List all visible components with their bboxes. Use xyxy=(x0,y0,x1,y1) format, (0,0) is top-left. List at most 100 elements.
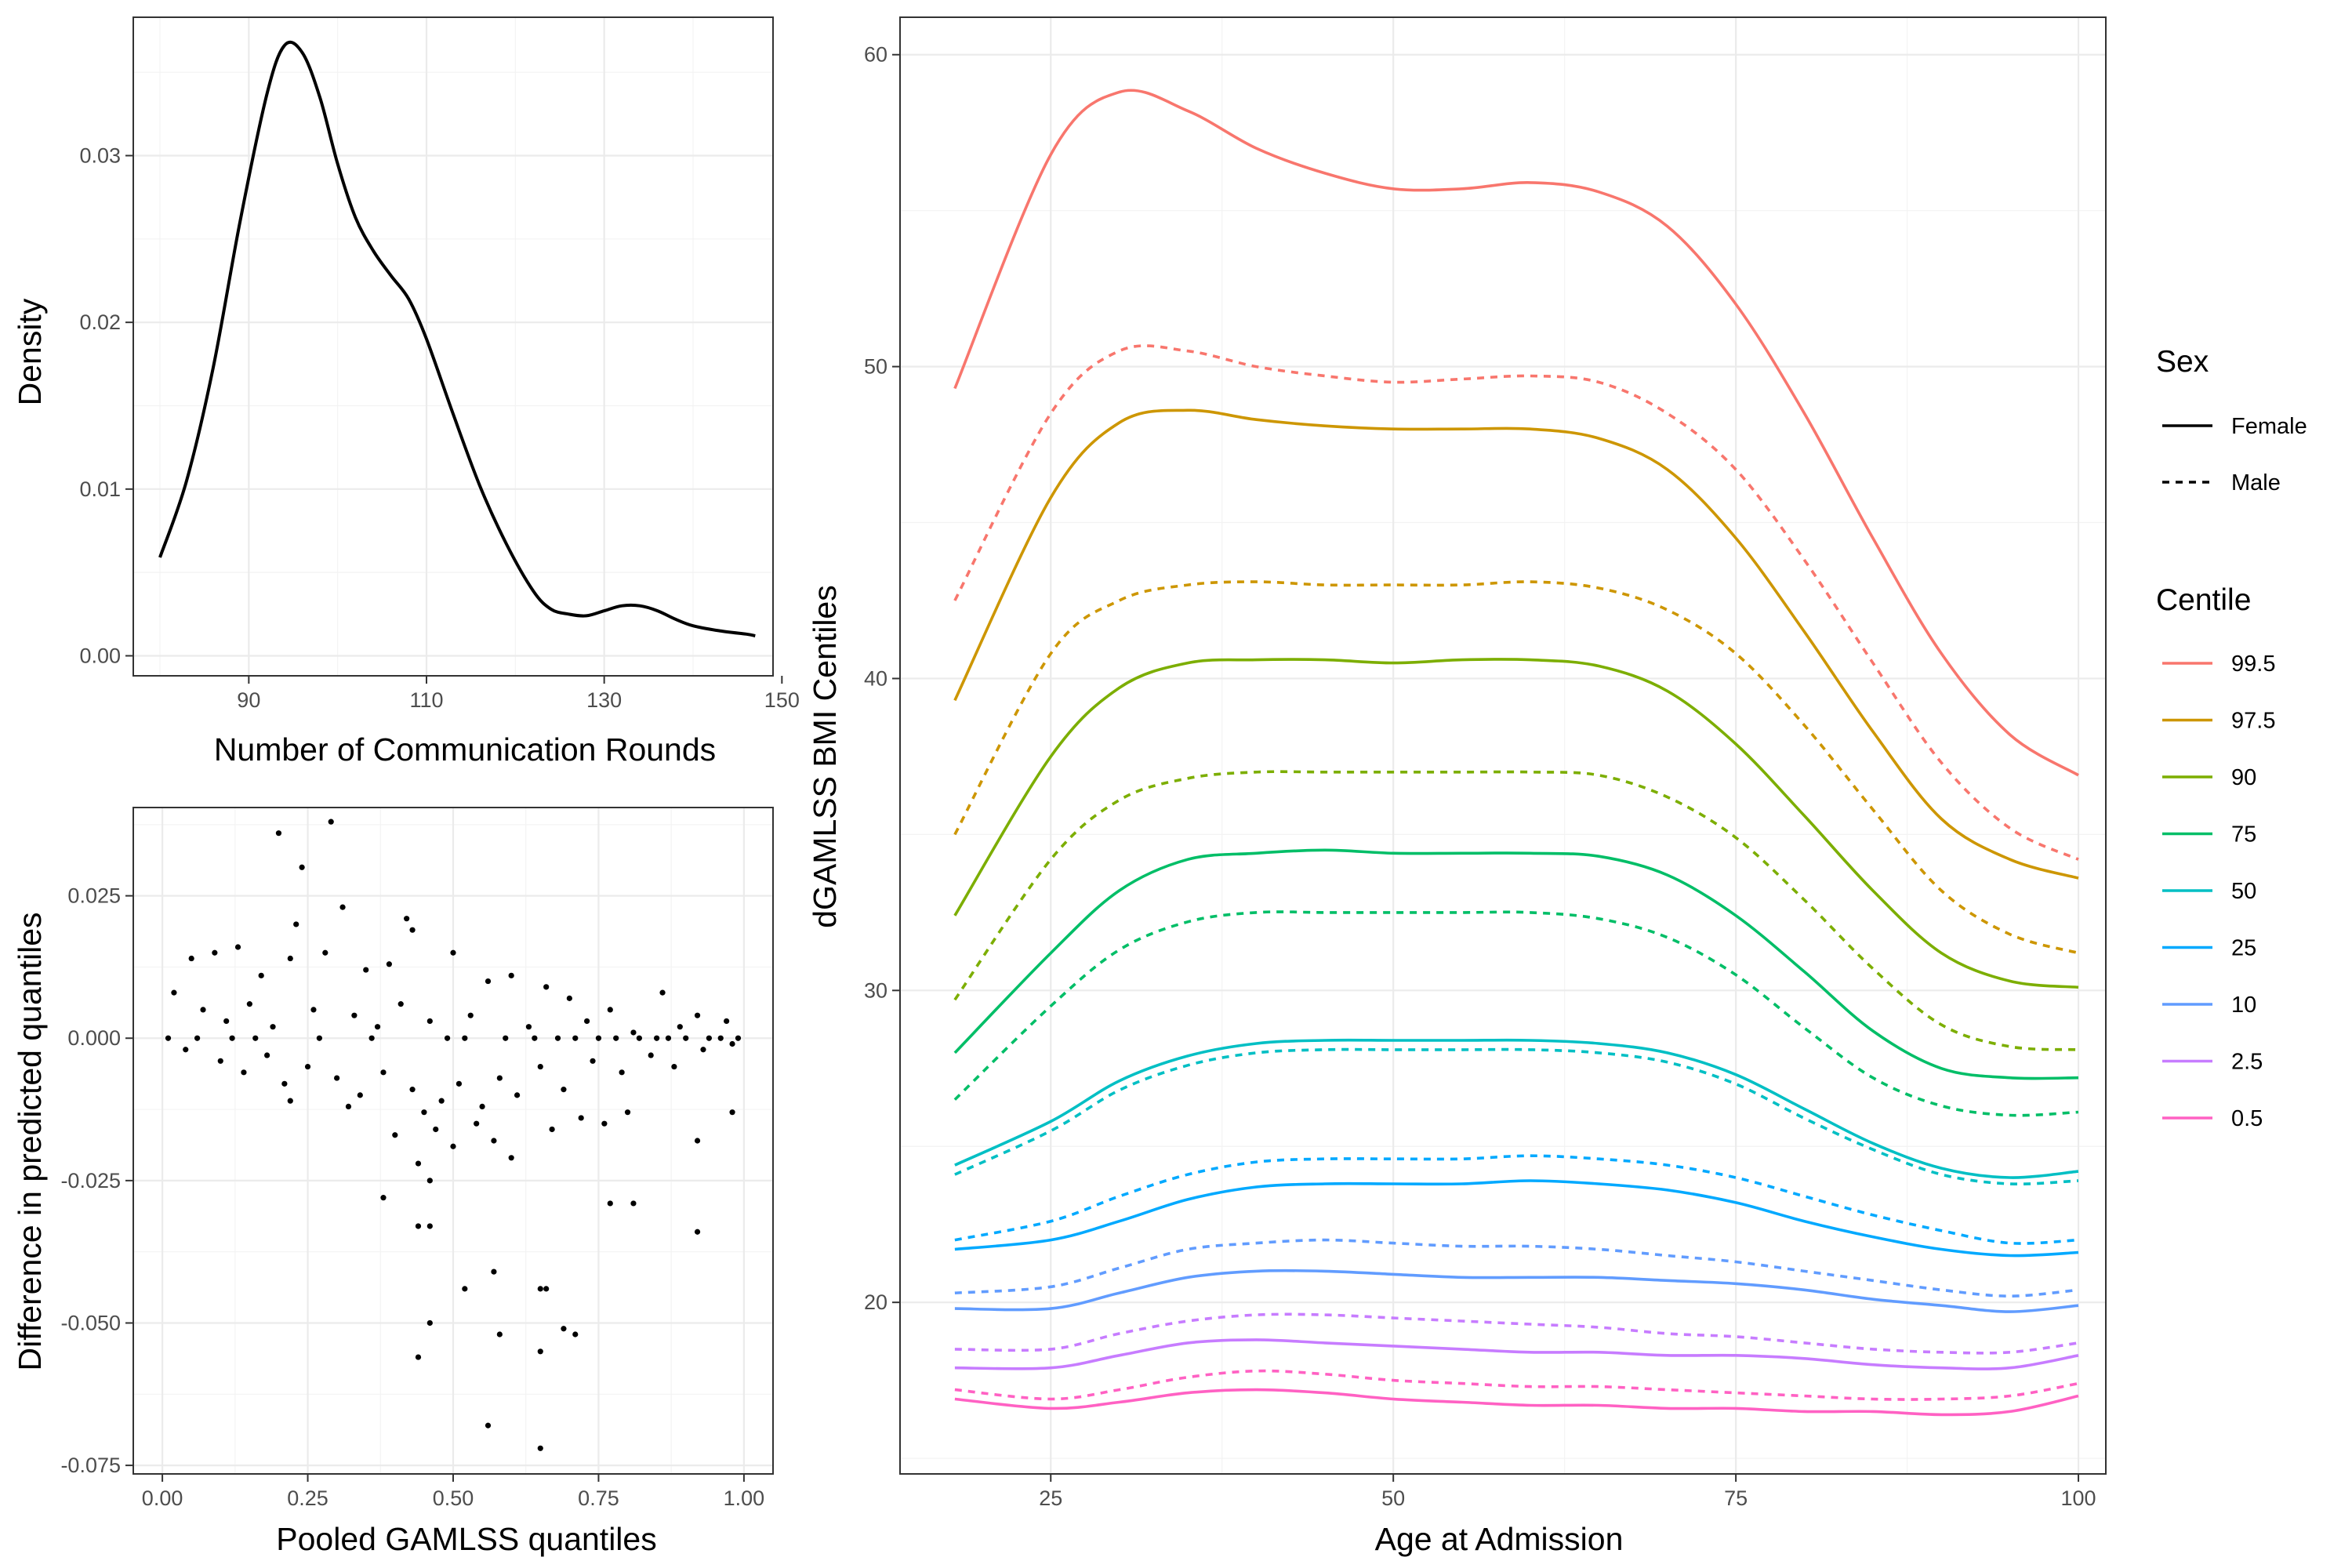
scatter-point xyxy=(438,1098,445,1104)
scatter-point xyxy=(264,1052,270,1058)
scatter-point xyxy=(525,1024,532,1030)
scatter-point xyxy=(444,1035,451,1041)
scatter-point xyxy=(462,1286,468,1292)
centile-line-90-female xyxy=(953,658,2079,989)
density-y-tick-label: 0.01 xyxy=(79,477,121,501)
scatter-point xyxy=(299,864,305,870)
scatter-y-tick-label: -0.050 xyxy=(60,1311,121,1334)
scatter-point xyxy=(491,1138,497,1144)
legend-centile-label: 25 xyxy=(2231,936,2256,961)
density-x-tick-label: 90 xyxy=(237,688,260,712)
scatter-point xyxy=(363,967,369,973)
density-gridlines xyxy=(133,17,773,676)
scatter-point xyxy=(561,1087,567,1093)
scatter-point xyxy=(404,916,410,922)
density-x-tick-label: 110 xyxy=(409,688,443,712)
legend-centile-label: 99.5 xyxy=(2231,652,2275,677)
scatter-point xyxy=(590,1058,596,1064)
centiles-y-tick-label: 60 xyxy=(864,43,887,67)
scatter-point xyxy=(595,1035,602,1041)
scatter-point xyxy=(229,1035,235,1041)
scatter-point xyxy=(654,1035,660,1041)
scatter-point xyxy=(491,1269,497,1275)
scatter-point xyxy=(496,1075,503,1081)
legend-sex-entries: Female Male xyxy=(2162,414,2307,495)
scatter-point xyxy=(648,1052,654,1058)
scatter-point xyxy=(397,1001,404,1007)
scatter-point xyxy=(392,1132,398,1138)
scatter-chart: 0.00 0.25 0.50 0.75 1.00 -0.075 -0.050 -0.025 0.… xyxy=(12,807,774,1557)
legend-centile-label: 10 xyxy=(2231,993,2256,1018)
centiles-y-tick-label: 40 xyxy=(864,666,887,690)
scatter-point xyxy=(188,955,194,962)
centile-line-10-male xyxy=(954,1238,2079,1298)
scatter-point xyxy=(636,1035,642,1041)
density-y-axis-title: Density xyxy=(12,298,48,405)
density-panel-border xyxy=(132,16,774,677)
scatter-point xyxy=(374,1024,381,1030)
scatter-point xyxy=(561,1326,567,1332)
density-axes: 90 110 130 150 0.00 0.01 0.02 0.03 xyxy=(79,144,799,712)
scatter-point xyxy=(409,927,416,933)
scatter-point xyxy=(450,949,456,956)
density-x-tick-label: 150 xyxy=(764,688,800,712)
scatter-point xyxy=(619,1069,625,1076)
scatter-point xyxy=(613,1035,619,1041)
scatter-point xyxy=(258,972,264,978)
scatter-point xyxy=(537,1445,543,1451)
scatter-point xyxy=(171,989,177,996)
scatter-point xyxy=(630,1200,637,1207)
centile-gridlines xyxy=(900,17,2106,1474)
scatter-point xyxy=(328,818,334,825)
scatter-point xyxy=(270,1024,276,1030)
scatter-point xyxy=(241,1069,247,1076)
scatter-point xyxy=(508,1155,514,1161)
scatter-point xyxy=(630,1029,637,1036)
scatter-point xyxy=(304,1063,311,1070)
scatter-point xyxy=(503,1035,509,1041)
scatter-point xyxy=(281,1080,288,1087)
scatter-point xyxy=(532,1035,538,1041)
scatter-point xyxy=(275,830,282,837)
scatter-point xyxy=(415,1354,422,1360)
scatter-point xyxy=(368,1035,375,1041)
scatter-point xyxy=(700,1047,706,1053)
scatter-point xyxy=(549,1126,555,1133)
centiles-y-tick-label: 30 xyxy=(864,978,887,1002)
centiles-y-tick-label: 20 xyxy=(864,1290,887,1314)
scatter-point xyxy=(339,904,346,910)
scatter-point xyxy=(537,1286,543,1292)
scatter-point xyxy=(671,1063,677,1070)
centile-line-2_5-male xyxy=(954,1312,2079,1355)
centile-line-50-female xyxy=(954,1038,2079,1179)
scatter-point xyxy=(322,949,328,956)
centile-chart: 25 50 75 100 20 30 40 50 60 Age at Admission dGA… xyxy=(807,16,2107,1557)
scatter-point xyxy=(415,1223,422,1229)
scatter-point xyxy=(433,1126,439,1133)
scatter-point xyxy=(212,949,218,956)
scatter-point xyxy=(537,1348,543,1355)
scatter-point xyxy=(694,1138,701,1144)
scatter-y-tick-label: 0.000 xyxy=(67,1026,121,1050)
centile-line-10-female xyxy=(954,1269,2079,1313)
scatter-point xyxy=(194,1035,201,1041)
scatter-point xyxy=(659,989,666,996)
legend-centile-entries: 99.5 97.5 90 75 50 25 10 2.5 0.5 xyxy=(2162,652,2275,1131)
scatter-point xyxy=(496,1331,503,1338)
centile-axes: 25 50 75 100 20 30 40 50 60 xyxy=(864,43,2096,1510)
centile-line-25-male xyxy=(954,1154,2079,1245)
scatter-point xyxy=(479,1103,485,1110)
scatter-x-tick-label: 1.00 xyxy=(724,1486,765,1510)
scatter-point xyxy=(421,1109,427,1116)
scatter-x-tick-label: 0.25 xyxy=(287,1486,328,1510)
centile-line-90-male xyxy=(953,770,2079,1051)
centile-line-0_5-male xyxy=(954,1369,2079,1401)
scatter-point xyxy=(252,1035,259,1041)
scatter-point xyxy=(474,1120,480,1127)
centile-line-25-female xyxy=(954,1179,2079,1258)
scatter-axes: 0.00 0.25 0.50 0.75 1.00 -0.075 -0.050 -0.025 0.… xyxy=(60,884,764,1510)
centiles-x-tick-label: 25 xyxy=(1039,1486,1062,1510)
legend-centile-label: 97.5 xyxy=(2231,709,2275,734)
scatter-point xyxy=(462,1035,468,1041)
scatter-point xyxy=(514,1092,521,1098)
